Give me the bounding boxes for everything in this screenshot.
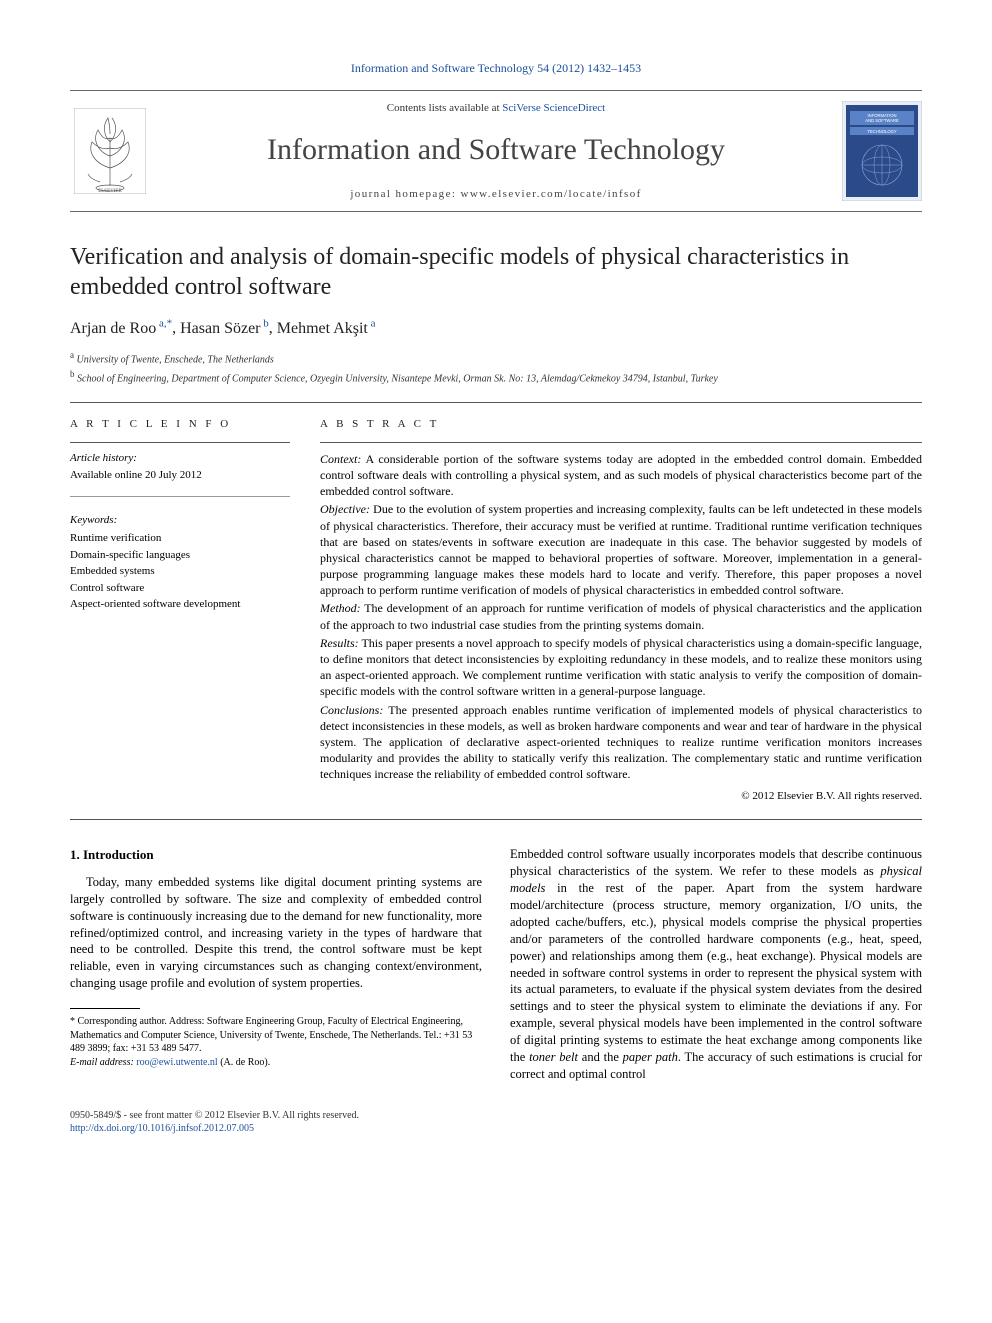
body-columns: 1. Introduction Today, many embedded sys… bbox=[70, 846, 922, 1082]
author-2-aff-link[interactable]: b bbox=[263, 317, 269, 329]
keywords-heading: Keywords: bbox=[70, 513, 290, 528]
author-2: Hasan Sözer b bbox=[180, 320, 269, 337]
intro-para-2: Embedded control software usually incorp… bbox=[510, 846, 922, 1082]
header-center: Contents lists available at SciVerse Sci… bbox=[150, 101, 842, 201]
email-label: E-mail address: bbox=[70, 1057, 136, 1068]
journal-reference: Information and Software Technology 54 (… bbox=[70, 60, 922, 76]
svg-text:TECHNOLOGY: TECHNOLOGY bbox=[867, 129, 897, 134]
abstract: A B S T R A C T Context: A considerable … bbox=[320, 417, 922, 803]
keyword: Domain-specific languages bbox=[70, 547, 290, 564]
article-info: A R T I C L E I N F O Article history: A… bbox=[70, 417, 290, 803]
author-1: Arjan de Roo a,* bbox=[70, 320, 172, 337]
info-rule bbox=[70, 442, 290, 443]
abstract-rule bbox=[320, 442, 922, 443]
abstract-context: Context: A considerable portion of the s… bbox=[320, 451, 922, 500]
affiliation-b: b School of Engineering, Department of C… bbox=[70, 368, 922, 386]
authors: Arjan de Roo a,*, Hasan Sözer b, Mehmet … bbox=[70, 316, 922, 339]
column-right: Embedded control software usually incorp… bbox=[510, 846, 922, 1082]
keyword: Embedded systems bbox=[70, 563, 290, 580]
email-link[interactable]: roo@ewi.utwente.nl bbox=[136, 1057, 217, 1068]
abstract-method: Method: The development of an approach f… bbox=[320, 600, 922, 632]
doi-link[interactable]: http://dx.doi.org/10.1016/j.infsof.2012.… bbox=[70, 1123, 254, 1134]
abstract-conclusions: Conclusions: The presented approach enab… bbox=[320, 702, 922, 783]
em-toner-belt: toner belt bbox=[529, 1050, 578, 1064]
meta-abstract-row: A R T I C L E I N F O Article history: A… bbox=[70, 417, 922, 803]
rule-bottom bbox=[70, 819, 922, 820]
journal-reference-link[interactable]: Information and Software Technology 54 (… bbox=[351, 61, 641, 75]
affiliation-a: a University of Twente, Enschede, The Ne… bbox=[70, 349, 922, 367]
section-1-heading: 1. Introduction bbox=[70, 846, 482, 864]
footer-issn: 0950-5849/$ - see front matter © 2012 El… bbox=[70, 1109, 922, 1123]
column-left: 1. Introduction Today, many embedded sys… bbox=[70, 846, 482, 1082]
em-paper-path: paper path bbox=[623, 1050, 678, 1064]
page-footer: 0950-5849/$ - see front matter © 2012 El… bbox=[70, 1109, 922, 1136]
info-rule-2 bbox=[70, 496, 290, 497]
sciencedirect-link[interactable]: SciVerse ScienceDirect bbox=[502, 102, 605, 114]
homepage-url: www.elsevier.com/locate/infsof bbox=[460, 188, 641, 200]
intro-para-1: Today, many embedded systems like digita… bbox=[70, 874, 482, 992]
contents-text: Contents lists available at bbox=[387, 102, 502, 114]
abstract-copyright: © 2012 Elsevier B.V. All rights reserved… bbox=[320, 789, 922, 804]
rule-top bbox=[70, 402, 922, 403]
author-3-aff: a bbox=[368, 317, 376, 329]
article-info-heading: A R T I C L E I N F O bbox=[70, 417, 290, 432]
elsevier-tree-icon: ELSEVIER bbox=[74, 108, 146, 194]
email-footnote: E-mail address: roo@ewi.utwente.nl (A. d… bbox=[70, 1056, 482, 1070]
journal-title: Information and Software Technology bbox=[162, 130, 830, 171]
author-2-aff: b bbox=[261, 317, 269, 329]
keyword: Control software bbox=[70, 580, 290, 597]
abstract-objective: Objective: Due to the evolution of syste… bbox=[320, 501, 922, 598]
svg-text:AND SOFTWARE: AND SOFTWARE bbox=[865, 118, 899, 123]
footnote-text: Corresponding author. Address: Software … bbox=[70, 1016, 472, 1054]
author-3: Mehmet Akşit a bbox=[277, 320, 376, 337]
publisher-logo: ELSEVIER bbox=[70, 106, 150, 196]
email-suffix: (A. de Roo). bbox=[218, 1057, 271, 1068]
keywords-list: Runtime verification Domain-specific lan… bbox=[70, 530, 290, 613]
history-line: Available online 20 July 2012 bbox=[70, 468, 290, 483]
author-1-aff: a, bbox=[156, 317, 166, 329]
article-title: Verification and analysis of domain-spec… bbox=[70, 242, 922, 302]
history-heading: Article history: bbox=[70, 451, 290, 466]
corresponding-marker-link[interactable]: * bbox=[167, 317, 173, 329]
contents-available: Contents lists available at SciVerse Sci… bbox=[162, 101, 830, 116]
author-3-aff-link[interactable]: a bbox=[371, 317, 376, 329]
keyword: Runtime verification bbox=[70, 530, 290, 547]
journal-homepage: journal homepage: www.elsevier.com/locat… bbox=[162, 187, 830, 202]
homepage-label: journal homepage: bbox=[350, 188, 460, 200]
journal-cover-thumb: INFORMATION AND SOFTWARE TECHNOLOGY bbox=[842, 101, 922, 201]
journal-header: ELSEVIER Contents lists available at Sci… bbox=[70, 90, 922, 212]
page: Information and Software Technology 54 (… bbox=[0, 0, 992, 1176]
keyword: Aspect-oriented software development bbox=[70, 596, 290, 613]
cover-icon: INFORMATION AND SOFTWARE TECHNOLOGY bbox=[842, 101, 922, 201]
em-physical-models: physical models bbox=[510, 864, 922, 895]
corresponding-footnote: * Corresponding author. Address: Softwar… bbox=[70, 1015, 482, 1056]
footnote-separator bbox=[70, 1008, 140, 1009]
svg-text:ELSEVIER: ELSEVIER bbox=[98, 189, 122, 194]
abstract-results: Results: This paper presents a novel app… bbox=[320, 635, 922, 700]
affiliations: a University of Twente, Enschede, The Ne… bbox=[70, 349, 922, 386]
abstract-heading: A B S T R A C T bbox=[320, 417, 922, 432]
